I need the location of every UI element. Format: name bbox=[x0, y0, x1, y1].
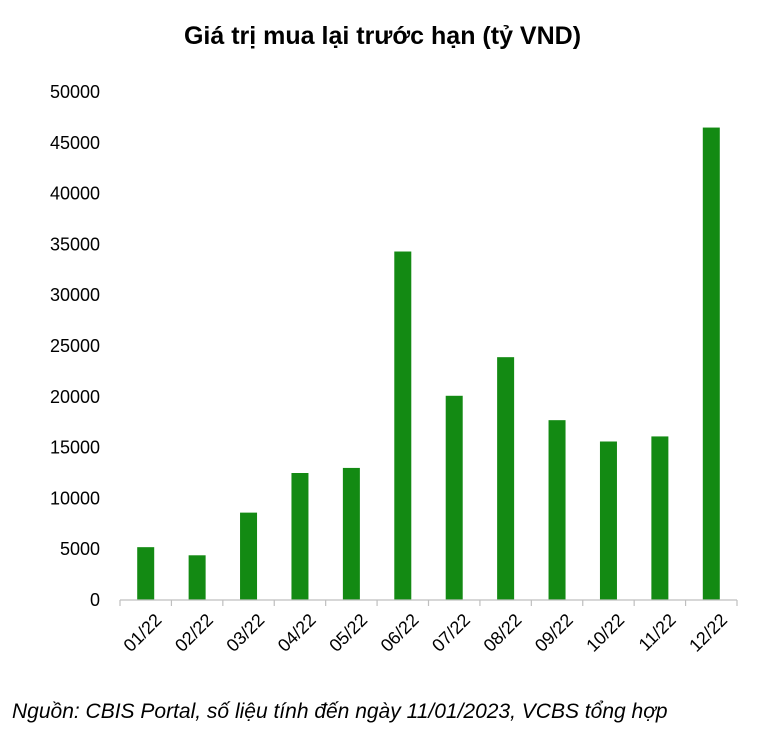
y-tick-label: 35000 bbox=[50, 234, 100, 254]
x-axis bbox=[119, 599, 738, 606]
y-tick-label: 0 bbox=[90, 590, 100, 610]
y-tick-label: 50000 bbox=[50, 82, 100, 102]
x-tick-label: 04/22 bbox=[274, 610, 320, 656]
x-tick-label: 01/22 bbox=[120, 610, 166, 656]
y-tick-label: 45000 bbox=[50, 133, 100, 153]
bar bbox=[651, 436, 669, 600]
bar bbox=[445, 395, 463, 600]
x-tick-label: 07/22 bbox=[428, 610, 474, 656]
bars bbox=[137, 127, 720, 600]
bar bbox=[342, 467, 360, 600]
x-tick-label: 05/22 bbox=[325, 610, 371, 656]
x-tick-label: 06/22 bbox=[377, 610, 423, 656]
bar bbox=[188, 555, 206, 600]
y-tick-label: 30000 bbox=[50, 285, 100, 305]
y-tick-label: 10000 bbox=[50, 488, 100, 508]
x-tick-label: 11/22 bbox=[635, 610, 680, 655]
x-tick-label: 08/22 bbox=[480, 610, 526, 656]
y-tick-label: 15000 bbox=[50, 438, 100, 458]
x-tick-label: 12/22 bbox=[685, 610, 731, 656]
x-tick-label: 09/22 bbox=[531, 610, 577, 656]
y-axis-ticks: 0 5000 10000 15000 20000 25000 30000 35000 40000… bbox=[50, 82, 100, 610]
source-note: Nguồn: CBIS Portal, số liệu tính đến ngà… bbox=[12, 700, 668, 723]
y-tick-label: 20000 bbox=[50, 387, 100, 407]
bar bbox=[394, 251, 412, 600]
bar bbox=[240, 512, 258, 600]
y-tick-label: 40000 bbox=[50, 184, 100, 204]
x-axis-ticks: 01/22 02/22 03/22 04/22 05/22 06/22 07/22 08/22… bbox=[120, 610, 732, 656]
bar bbox=[497, 357, 515, 600]
x-tick-label: 03/22 bbox=[222, 610, 268, 656]
y-tick-label: 25000 bbox=[50, 336, 100, 356]
bar bbox=[291, 473, 309, 600]
bar-chart: 0 5000 10000 15000 20000 25000 30000 35000 40000… bbox=[50, 82, 738, 656]
bar bbox=[702, 127, 720, 600]
bar bbox=[599, 441, 617, 600]
y-tick-label: 5000 bbox=[60, 539, 100, 559]
x-tick-label: 02/22 bbox=[171, 610, 217, 656]
bar bbox=[137, 547, 155, 600]
bar bbox=[548, 420, 566, 600]
chart-title: Giá trị mua lại trước hạn (tỷ VND) bbox=[183, 22, 582, 50]
x-tick-label: 10/22 bbox=[582, 610, 628, 656]
